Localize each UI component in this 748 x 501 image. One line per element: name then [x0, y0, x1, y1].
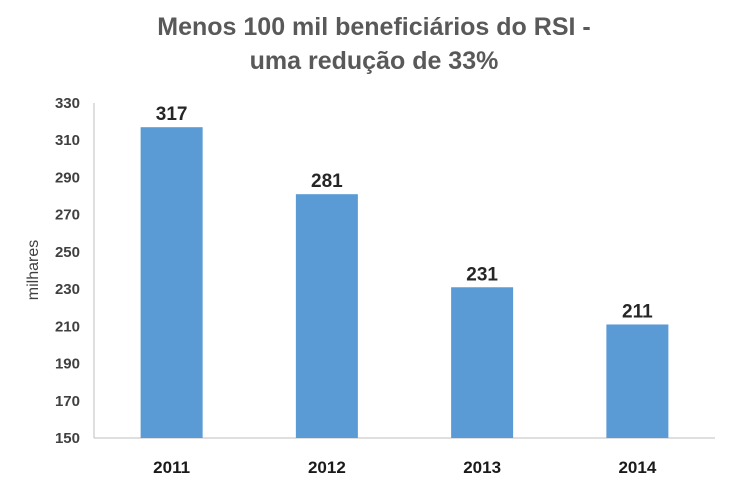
- bars: 317 281 231 211: [140, 104, 669, 438]
- y-tick-label: 150: [55, 430, 80, 447]
- bar: [295, 194, 358, 438]
- data-label: 231: [466, 264, 498, 285]
- y-axis-ticks: 150 170 190 210 230 250 270 290 310 330: [55, 95, 80, 447]
- y-tick-label: 230: [55, 281, 80, 298]
- bar: [451, 287, 514, 438]
- y-tick-label: 170: [55, 393, 80, 410]
- y-tick-label: 310: [55, 132, 80, 149]
- y-tick-label: 330: [55, 95, 80, 112]
- chart-title-line-2: uma redução de 33%: [249, 47, 499, 75]
- x-tick-label: 2012: [308, 458, 346, 477]
- x-tick-label: 2013: [463, 458, 501, 477]
- y-tick-label: 250: [55, 244, 80, 261]
- y-tick-label: 290: [55, 169, 80, 186]
- x-axis-labels: 2011 2012 2013 2014: [153, 458, 657, 477]
- y-tick-label: 190: [55, 356, 80, 373]
- chart-title: Menos 100 mil beneficiários do RSI - uma…: [0, 10, 748, 78]
- data-label: 281: [311, 171, 343, 192]
- data-label: 317: [156, 104, 188, 125]
- chart-title-line-1: Menos 100 mil beneficiários do RSI -: [157, 13, 591, 41]
- y-axis-title: milhares: [25, 240, 42, 300]
- y-tick-label: 270: [55, 207, 80, 224]
- x-tick-label: 2014: [618, 458, 656, 477]
- y-tick-label: 210: [55, 318, 80, 335]
- data-label: 211: [622, 301, 653, 322]
- bar: [606, 324, 669, 438]
- bar: [140, 127, 203, 438]
- x-tick-label: 2011: [153, 458, 190, 477]
